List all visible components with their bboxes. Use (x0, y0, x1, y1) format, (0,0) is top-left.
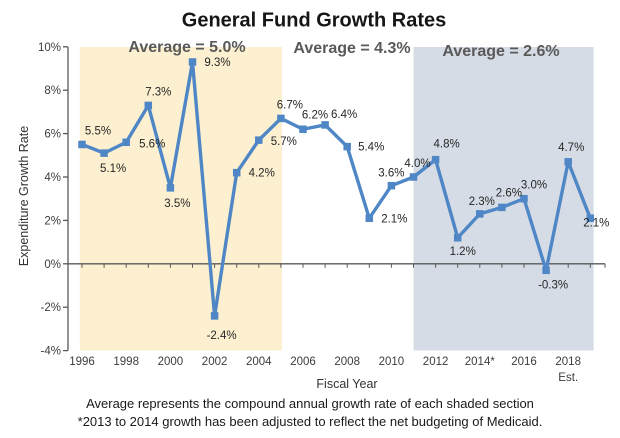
footnote-line-2: *2013 to 2014 growth has been adjusted t… (77, 414, 543, 429)
shaded-region-1 (79, 47, 283, 351)
data-point-label: 3.0% (521, 180, 547, 192)
data-point-label: 2.6% (496, 187, 522, 199)
data-point-label: 6.7% (277, 99, 303, 111)
x-axis-title: Fiscal Year (316, 377, 378, 391)
data-point-label: 2.1% (583, 217, 609, 229)
data-point-marker (100, 149, 108, 157)
data-point-marker (520, 194, 528, 203)
data-point-marker (122, 138, 130, 147)
y-tick-label: 2% (44, 215, 61, 227)
data-point-label: 4.7% (558, 142, 584, 154)
data-point-marker (321, 121, 329, 129)
y-axis-title: Expenditure Growth Rate (17, 125, 31, 267)
data-point-marker (299, 125, 307, 134)
data-point-label: 2.1% (381, 213, 407, 225)
data-point-marker (277, 114, 285, 123)
data-point-label: 4.8% (433, 139, 459, 151)
data-point-label: -0.3% (538, 279, 568, 291)
x-tick-label: 2014* (465, 356, 496, 368)
x-tick-label: 1998 (113, 356, 139, 368)
data-point-label: 1.2% (450, 246, 476, 258)
data-point-marker (387, 181, 396, 190)
x-tick-label: 2002 (202, 356, 228, 368)
chart-title: General Fund Growth Rates (181, 9, 447, 32)
average-label-section-3: Average = 2.6% (442, 43, 560, 60)
data-point-label: 7.3% (145, 86, 171, 98)
data-point-label: 5.4% (358, 142, 384, 154)
data-point-marker (409, 173, 418, 181)
average-label-section-2: Average = 4.3% (293, 40, 411, 57)
data-point-marker (564, 158, 572, 166)
x-tick-label: 2004 (246, 356, 272, 368)
data-point-label: 9.3% (204, 57, 230, 69)
x-tick-label: 2018 (555, 356, 581, 368)
footnote-line-1: Average represents the compound annual g… (86, 396, 534, 411)
x-tick-label: 2010 (379, 356, 405, 368)
y-tick-label: 8% (44, 85, 61, 97)
y-tick-label: 6% (44, 129, 61, 141)
data-point-marker (431, 155, 440, 164)
data-point-marker (586, 214, 595, 222)
data-point-label: 5.7% (271, 136, 297, 148)
data-point-marker (476, 210, 484, 218)
data-point-marker (255, 136, 263, 144)
x-tick-label: 2000 (158, 356, 184, 368)
data-point-marker (365, 214, 374, 222)
x-tick-note-est: Est. (558, 372, 578, 384)
data-point-marker (498, 203, 506, 212)
data-point-label: 5.6% (139, 138, 165, 150)
y-tick-label: -2% (41, 302, 61, 314)
x-tick-label: 2008 (334, 356, 360, 368)
data-point-marker (188, 58, 197, 66)
shaded-region-3 (413, 47, 594, 351)
data-point-marker (166, 184, 175, 192)
data-point-marker (453, 234, 462, 242)
y-tick-label: -4% (41, 346, 61, 358)
data-point-label: 4.2% (249, 168, 275, 180)
x-tick-label: 1996 (69, 356, 95, 368)
y-tick-label: 0% (44, 259, 61, 271)
data-point-label: 5.5% (85, 125, 111, 137)
x-tick-label: 2016 (511, 356, 537, 368)
data-point-label: 4.0% (404, 158, 430, 170)
data-point-marker (78, 140, 86, 149)
y-tick-label: 10% (38, 42, 61, 54)
data-point-label: 6.2% (302, 109, 328, 121)
x-tick-label: 2012 (423, 356, 449, 368)
data-point-marker (144, 101, 153, 110)
average-label-section-1: Average = 5.0% (128, 39, 246, 56)
data-point-label: 6.4% (331, 109, 357, 121)
data-point-label: 3.6% (378, 168, 404, 180)
data-point-label: -2.4% (207, 330, 237, 342)
y-tick-label: 4% (44, 172, 61, 184)
data-point-marker (232, 168, 241, 177)
data-point-marker (343, 142, 351, 151)
data-point-label: 5.1% (100, 163, 126, 175)
data-point-label: 2.3% (469, 196, 495, 208)
data-point-label: 3.5% (164, 198, 190, 210)
data-point-marker (542, 266, 550, 275)
data-point-marker (210, 312, 219, 320)
x-tick-label: 2006 (290, 356, 316, 368)
